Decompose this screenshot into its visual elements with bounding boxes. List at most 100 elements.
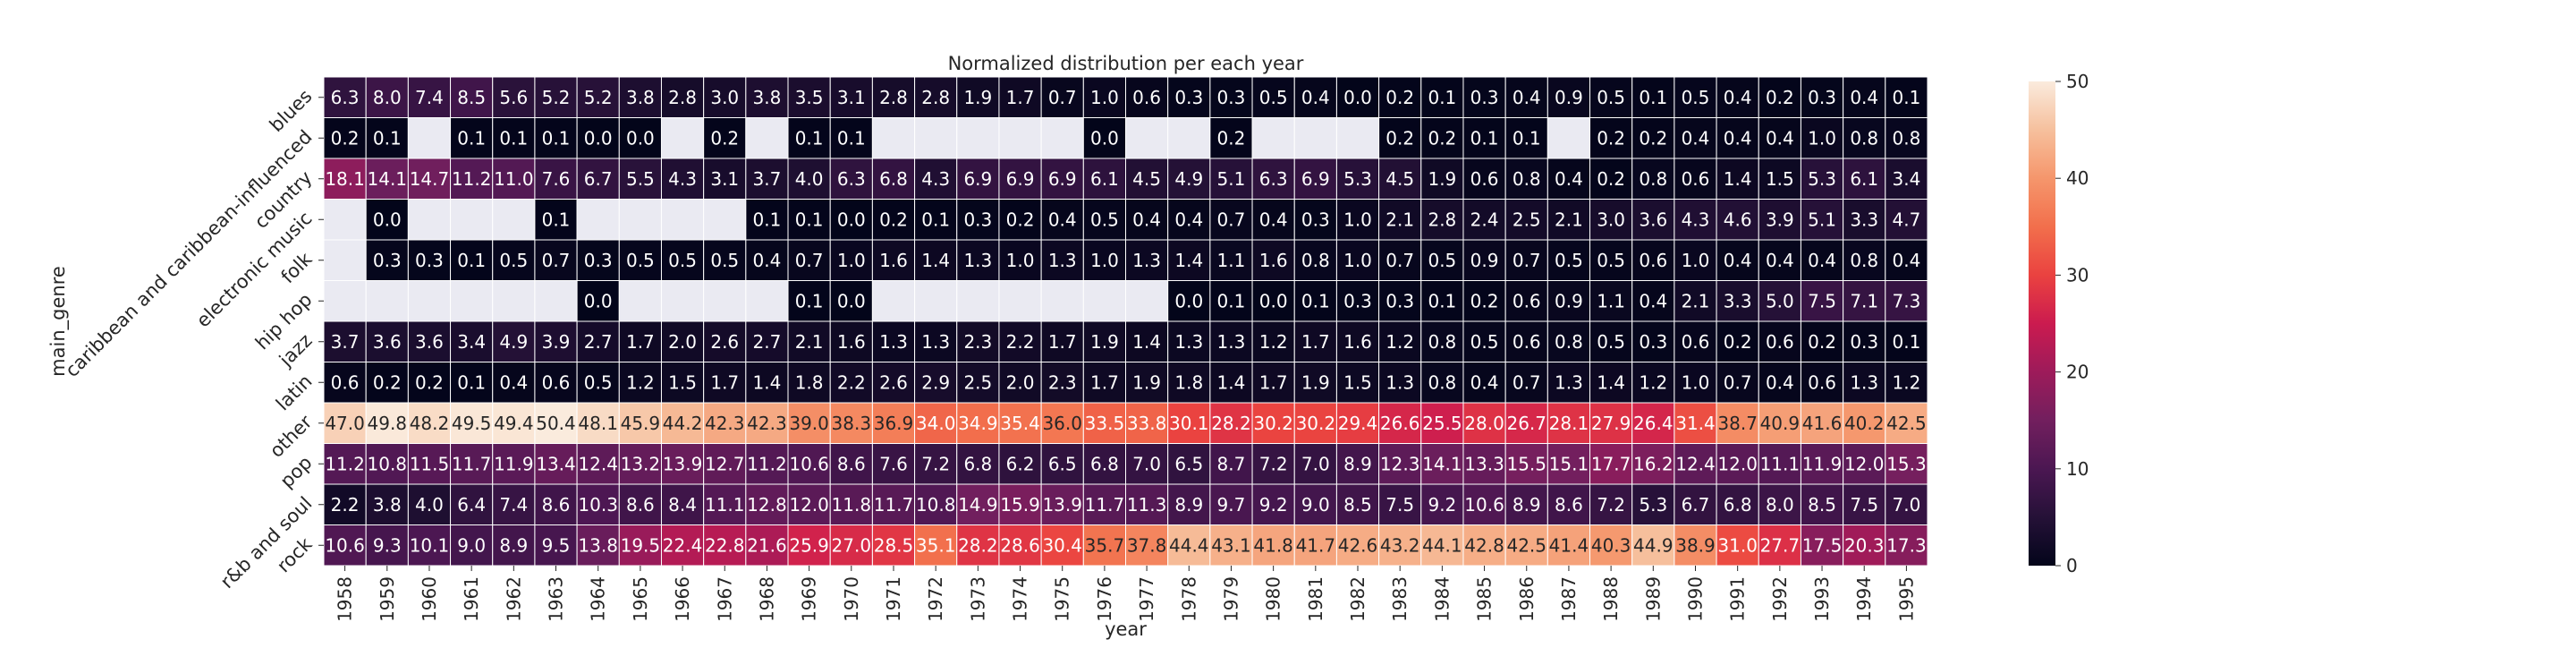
heatmap-cell xyxy=(703,76,747,118)
x-tick-label: 1967 xyxy=(714,576,735,622)
cell-value-label: 17.3 xyxy=(1886,534,1927,556)
cell-value-label: 0.0 xyxy=(1174,290,1203,311)
cell-value-label: 0.6 xyxy=(1513,331,1541,353)
heatmap-cell xyxy=(829,443,873,485)
cell-value-label: 4.9 xyxy=(1174,168,1203,190)
cell-value-label: 10.6 xyxy=(325,534,365,556)
heatmap-cell xyxy=(1758,158,1801,200)
cell-value-label: 6.9 xyxy=(1006,168,1035,190)
y-tick-label: other xyxy=(266,411,317,462)
cell-value-label: 31.0 xyxy=(1717,534,1758,556)
cell-value-label: 5.3 xyxy=(1808,168,1836,190)
cell-value-label: 0.3 xyxy=(1850,331,1878,353)
x-tick-label: 1989 xyxy=(1642,576,1664,622)
heatmap-cell xyxy=(829,76,873,118)
heatmap-cell xyxy=(1040,362,1084,404)
heatmap-cell xyxy=(871,117,916,159)
cell-value-label: 4.3 xyxy=(668,168,697,190)
cell-value-label: 15.9 xyxy=(1000,494,1040,516)
cell-value-label: 15.5 xyxy=(1506,453,1546,474)
heatmap-cell xyxy=(871,239,916,281)
cell-value-label: 0.8 xyxy=(1893,127,1921,149)
cell-value-label: 28.1 xyxy=(1549,413,1589,434)
x-tick-label: 1975 xyxy=(1052,576,1073,622)
x-tick-labels: 1958 1959 1960 1961 1962 1963 1964 1965 1966 1967… xyxy=(335,566,1917,622)
cell-value-label: 21.6 xyxy=(747,534,787,556)
cell-value-label: 1.9 xyxy=(1132,371,1161,393)
cell-value-label: 6.1 xyxy=(1850,168,1878,190)
cell-value-label: 5.5 xyxy=(626,168,655,190)
colorbar: 0 10 20 30 40 50 xyxy=(2029,71,2089,576)
heatmap-cell xyxy=(1631,239,1675,281)
cell-value-label: 2.4 xyxy=(1470,209,1499,230)
heatmap-cell xyxy=(1546,76,1591,118)
heatmap-cell xyxy=(1335,320,1380,362)
cell-value-label: 10.6 xyxy=(789,453,829,474)
heatmap-cell xyxy=(1167,443,1211,485)
cell-value-label: 8.9 xyxy=(1513,494,1541,516)
cell-value-label: 7.5 xyxy=(1850,494,1878,516)
heatmap-cell xyxy=(1040,483,1084,525)
cell-value-label: 0.1 xyxy=(795,127,824,149)
cell-value-label: 5.1 xyxy=(1217,168,1246,190)
heatmap-cell xyxy=(1589,199,1633,241)
heatmap-cell xyxy=(365,362,409,404)
cell-value-label: 8.5 xyxy=(457,87,486,108)
cell-value-label: 5.3 xyxy=(1639,494,1667,516)
heatmap-cell xyxy=(576,199,620,241)
cell-value-label: 1.5 xyxy=(1343,371,1372,393)
cell-value-label: 0.2 xyxy=(1724,331,1752,353)
x-tick-label: 1965 xyxy=(630,576,651,622)
cell-value-label: 48.2 xyxy=(410,413,450,434)
heatmap-cell xyxy=(1589,117,1633,159)
cell-value-label: 0.1 xyxy=(753,209,782,230)
heatmap-cell xyxy=(956,320,1000,362)
cell-value-label: 1.8 xyxy=(1174,371,1203,393)
cell-value-label: 1.0 xyxy=(1343,209,1372,230)
x-tick-label: 1959 xyxy=(377,576,398,622)
cell-value-label: 17.7 xyxy=(1591,453,1631,474)
heatmap-cell xyxy=(1209,443,1253,485)
cell-value-label: 11.9 xyxy=(1802,453,1843,474)
heatmap-cell xyxy=(323,362,367,404)
heatmap-cell xyxy=(323,239,367,281)
heatmap-cell xyxy=(1209,117,1253,159)
cell-value-label: 0.2 xyxy=(1385,127,1414,149)
heatmap-cell xyxy=(1167,76,1211,118)
cell-value-label: 45.9 xyxy=(621,413,661,434)
heatmap-cell xyxy=(1674,443,1717,485)
cell-value-label: 1.3 xyxy=(921,331,950,353)
heatmap-cell xyxy=(1251,239,1295,281)
cell-value-label: 12.0 xyxy=(1717,453,1758,474)
cell-value-label: 7.2 xyxy=(921,453,950,474)
heatmap-cell xyxy=(1716,158,1759,200)
cell-value-label: 4.6 xyxy=(1724,209,1752,230)
cell-value-label: 36.0 xyxy=(1042,413,1082,434)
cell-value-label: 1.7 xyxy=(1301,331,1330,353)
cell-value-label: 0.3 xyxy=(415,250,444,271)
cell-value-label: 4.7 xyxy=(1893,209,1921,230)
cell-value-label: 13.2 xyxy=(621,453,661,474)
cell-value-label: 2.1 xyxy=(1385,209,1414,230)
cell-value-label: 1.0 xyxy=(1343,250,1372,271)
heatmap-cell xyxy=(1674,362,1717,404)
cell-value-label: 0.5 xyxy=(626,250,655,271)
heatmap-cell xyxy=(1674,76,1717,118)
heatmap-cell xyxy=(1125,117,1169,159)
cell-value-label: 2.2 xyxy=(331,494,360,516)
heatmap-cell xyxy=(450,320,494,362)
cell-value-label: 11.2 xyxy=(452,168,492,190)
cell-value-label: 0.2 xyxy=(879,209,908,230)
heatmap-cell xyxy=(1378,280,1422,322)
heatmap-cell xyxy=(1843,524,1886,567)
heatmap-cell xyxy=(1335,443,1380,485)
cell-value-label: 7.0 xyxy=(1893,494,1921,516)
cell-value-label: 26.4 xyxy=(1633,413,1674,434)
heatmap-cell xyxy=(1378,443,1422,485)
cell-value-label: 8.6 xyxy=(1555,494,1583,516)
heatmap-cell xyxy=(703,158,747,200)
x-tick-label: 1979 xyxy=(1220,576,1241,622)
cell-value-label: 0.2 xyxy=(1808,331,1836,353)
cell-value-label: 0.7 xyxy=(1385,250,1414,271)
cell-value-label: 1.0 xyxy=(1006,250,1035,271)
